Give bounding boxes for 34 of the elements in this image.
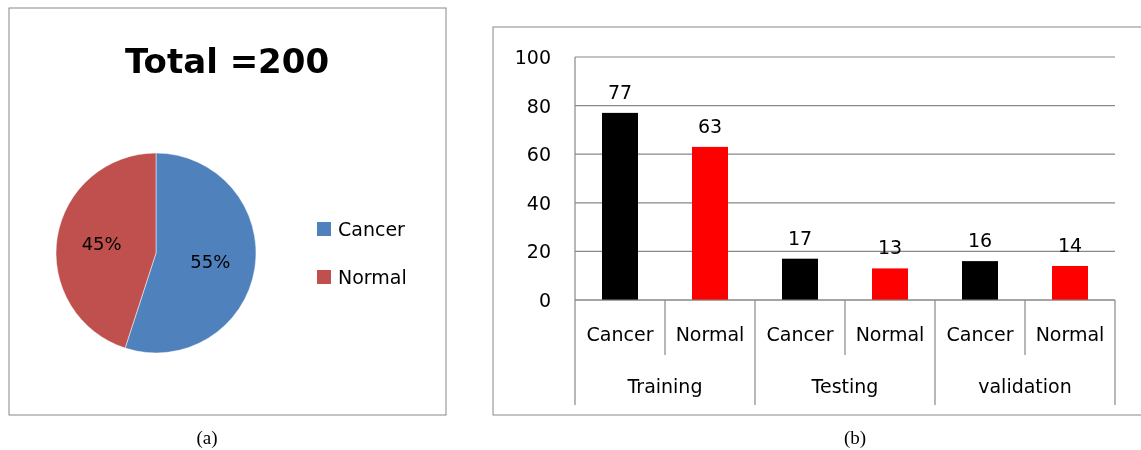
text: (a) bbox=[196, 427, 218, 449]
y-tick-label: 80 bbox=[526, 94, 551, 117]
x-tick-label: Normal bbox=[675, 323, 745, 345]
y-tick-label: 60 bbox=[526, 143, 551, 166]
data-label: 55% bbox=[190, 250, 231, 272]
text: Testing bbox=[810, 375, 879, 397]
data-label: 14 bbox=[1057, 233, 1083, 256]
y-tick-label: 0 bbox=[538, 289, 551, 311]
x-tick-label: Cancer bbox=[946, 323, 1014, 345]
x-tick-label: Cancer bbox=[586, 323, 654, 345]
data-label: 63 bbox=[697, 114, 723, 137]
x-tick-label: Normal bbox=[855, 323, 925, 345]
y-tick-label: 40 bbox=[526, 191, 551, 214]
data-label: 17 bbox=[787, 226, 813, 249]
bar bbox=[692, 146, 728, 300]
bar bbox=[962, 261, 998, 300]
text: validation bbox=[978, 375, 1072, 397]
text: Training bbox=[626, 375, 703, 397]
bar bbox=[602, 112, 638, 300]
legend-label: Cancer bbox=[338, 218, 406, 240]
bar bbox=[872, 268, 908, 300]
bar bbox=[1052, 265, 1088, 300]
data-label: 16 bbox=[967, 229, 993, 252]
chart-title: Total =200 bbox=[124, 41, 330, 81]
x-tick-label: Cancer bbox=[766, 323, 834, 345]
text: (b) bbox=[843, 427, 867, 449]
x-tick-label: Normal bbox=[1035, 323, 1105, 345]
bar bbox=[782, 258, 818, 300]
data-label: 77 bbox=[607, 80, 633, 103]
legend-label: Normal bbox=[338, 266, 407, 288]
y-tick-label: 100 bbox=[514, 46, 551, 68]
data-label: 45% bbox=[81, 233, 122, 255]
y-tick-label: 20 bbox=[526, 240, 551, 263]
data-label: 13 bbox=[877, 236, 903, 259]
